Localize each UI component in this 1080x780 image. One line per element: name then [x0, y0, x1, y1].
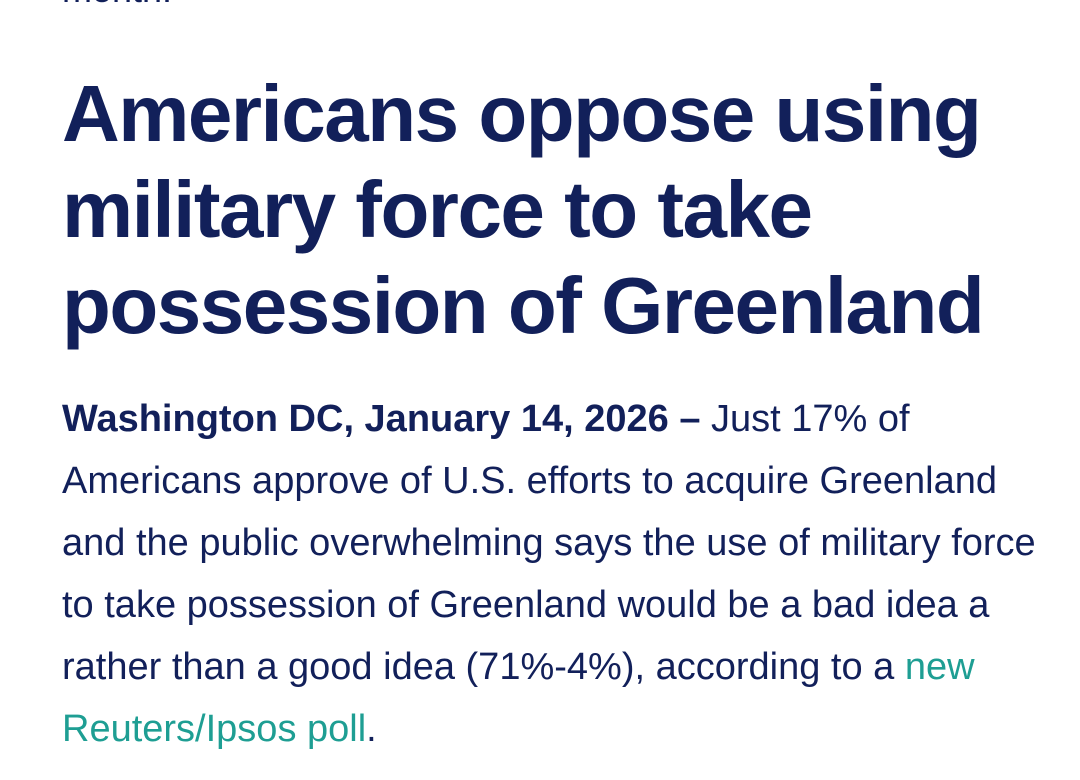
lead-text: Just 17% of Americans approve of U.S. ef…	[62, 398, 1036, 688]
article-headline: Americans oppose using military force to…	[62, 69, 985, 350]
article-lead-paragraph: Washington DC, January 14, 2026 – Just 1…	[62, 388, 1042, 760]
previous-paragraph-fragment: month.	[62, 0, 172, 10]
lead-text-end: .	[366, 708, 377, 750]
dateline: Washington DC, January 14, 2026 –	[62, 398, 701, 440]
reuters-ipsos-poll-link[interactable]: new Reuters/Ipsos poll	[62, 646, 975, 750]
